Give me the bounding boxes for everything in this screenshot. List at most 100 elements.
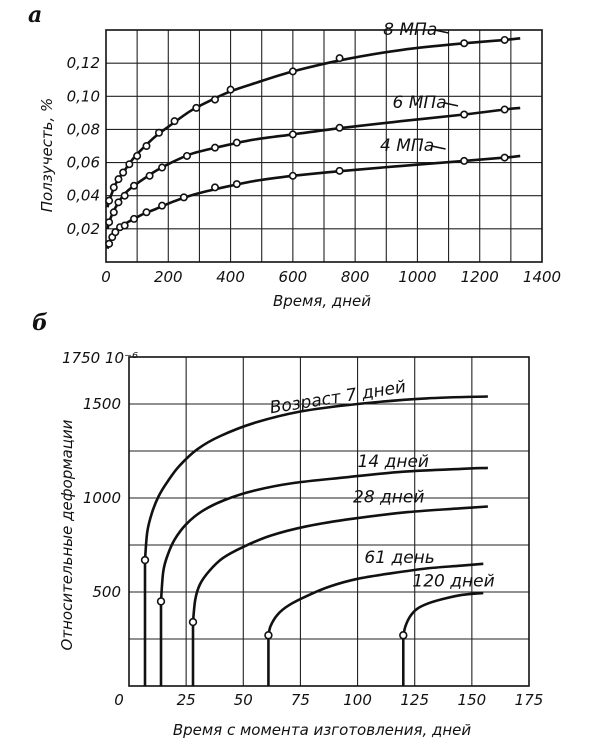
x-tick-label: 200 xyxy=(154,268,183,286)
data-point xyxy=(335,54,344,63)
data-point xyxy=(120,221,129,230)
data-point xyxy=(211,143,220,152)
data-point xyxy=(288,171,297,180)
chart-b-series-labels: Возраст 7 дней 14 дней 28 дней 61 день 120 д… xyxy=(268,377,494,591)
series-label-0: 8 МПа xyxy=(383,20,437,40)
chart-b-series xyxy=(140,395,488,686)
data-point xyxy=(182,151,191,160)
chart-b-y-unit-label: 1750 10⁻⁶ xyxy=(62,349,138,367)
x-tick-label: 1400 xyxy=(523,268,561,286)
series-label-1: 14 дней xyxy=(358,452,429,472)
series-line-1 xyxy=(159,466,488,602)
data-point xyxy=(130,181,139,190)
load-point xyxy=(140,555,150,565)
data-point xyxy=(232,180,241,189)
data-point xyxy=(120,191,129,200)
series-line-0 xyxy=(106,37,521,208)
x-tick-label: 50 xyxy=(234,691,253,709)
chart-a-frame xyxy=(105,29,543,263)
chart-a-x-axis-label: Время, дней xyxy=(273,292,371,310)
chart-b-y-axis-label: Относительные деформации xyxy=(58,419,76,650)
data-point xyxy=(500,105,509,114)
series-label-leader xyxy=(431,145,446,150)
y-tick-label: 0,04 xyxy=(67,187,100,205)
series-line-1 xyxy=(106,106,521,230)
series-label-leader xyxy=(443,102,459,107)
x-tick-label: 100 xyxy=(343,691,372,709)
x-tick-label: 800 xyxy=(341,268,370,286)
data-point xyxy=(154,128,163,137)
chart-a-ticks: 0 200 400 600 800 1000 1200 1400 0,02 0,04 0,06 0,0… xyxy=(67,54,562,286)
load-point xyxy=(188,617,198,627)
data-point xyxy=(288,130,297,139)
series-line-2 xyxy=(106,154,521,250)
y-tick-label: 0,06 xyxy=(67,154,100,172)
x-tick-label: 175 xyxy=(515,691,544,709)
x-tick-label: 25 xyxy=(177,691,196,709)
data-point xyxy=(142,142,151,151)
data-point xyxy=(109,208,118,217)
y-tick-label: 0,08 xyxy=(67,120,100,138)
data-point xyxy=(142,208,151,217)
data-point xyxy=(114,175,123,184)
data-point xyxy=(211,95,220,104)
series-line-3 xyxy=(267,562,484,636)
data-point xyxy=(170,117,179,126)
y-tick-label: 0,12 xyxy=(67,54,100,72)
data-point xyxy=(179,193,188,202)
y-tick-label: 500 xyxy=(92,583,121,601)
x-tick-label: 0 xyxy=(114,691,124,709)
data-point xyxy=(460,110,469,119)
y-tick-label: 0,02 xyxy=(67,220,100,238)
data-point xyxy=(119,168,128,177)
data-point xyxy=(288,67,297,76)
series-label-2: 4 МПа xyxy=(380,136,434,156)
x-tick-label: 125 xyxy=(400,691,429,709)
panel-b-label: б xyxy=(32,310,48,336)
x-tick-label: 1200 xyxy=(461,268,499,286)
x-tick-label: 1000 xyxy=(398,268,436,286)
data-point xyxy=(109,183,118,192)
series-line-2 xyxy=(191,505,488,623)
data-point xyxy=(111,228,120,237)
data-point xyxy=(133,151,142,160)
series-label-0: Возраст 7 дней xyxy=(268,377,407,418)
load-point xyxy=(264,631,273,640)
chart-b-frame xyxy=(128,356,530,687)
x-tick-label: 0 xyxy=(101,268,111,286)
y-tick-label: 0,10 xyxy=(67,87,100,105)
x-tick-label: 600 xyxy=(279,268,308,286)
series-line-0 xyxy=(143,395,488,561)
chart-b: б 1750 10⁻⁶ 0 25 50 75 100 125 150 175 500 1000 15… xyxy=(32,310,543,739)
data-point xyxy=(114,198,123,207)
data-point xyxy=(211,183,220,192)
chart-b-x-axis-label: Время с момента изготовления, дней xyxy=(173,721,472,739)
data-point xyxy=(145,171,154,180)
chart-a-y-axis-label: Ползучесть, % xyxy=(38,98,56,213)
data-point xyxy=(105,239,114,248)
load-point xyxy=(156,597,166,606)
series-label-leader xyxy=(434,29,449,34)
series-label-1: 6 МПа xyxy=(393,93,447,113)
data-point xyxy=(460,39,469,48)
x-tick-label: 150 xyxy=(458,691,487,709)
chart-b-grid xyxy=(129,357,529,686)
x-tick-label: 400 xyxy=(216,268,245,286)
series-label-3: 61 день xyxy=(364,548,434,568)
chart-a: а 0 200 400 600 800 1000 1200 14000,020,040,060… xyxy=(28,2,561,310)
data-point xyxy=(335,123,344,132)
y-tick-label: 1500 xyxy=(83,395,121,413)
data-point xyxy=(158,201,167,210)
x-tick-label: 75 xyxy=(291,691,310,709)
panel-a-label: а xyxy=(28,2,42,28)
load-point xyxy=(399,631,408,640)
data-point xyxy=(500,35,509,44)
chart-a-series xyxy=(105,35,521,250)
data-point xyxy=(105,196,114,205)
data-point xyxy=(226,85,235,94)
data-point xyxy=(335,166,344,175)
data-point xyxy=(105,218,114,227)
data-point xyxy=(232,138,241,147)
data-point xyxy=(158,163,167,172)
